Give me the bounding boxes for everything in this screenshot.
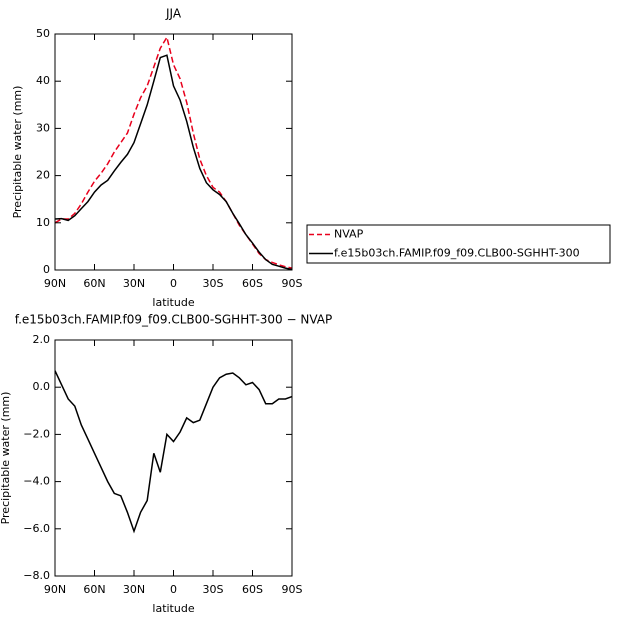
x-tick-label: 90N: [44, 583, 66, 596]
chart-title: JJA: [165, 7, 182, 21]
x-tick-label: 60N: [83, 583, 105, 596]
x-tick-label: 60S: [242, 277, 263, 290]
y-tick-label: 40: [36, 74, 50, 87]
y-tick-label: −6.0: [23, 522, 50, 535]
x-tick-label: 90S: [282, 277, 303, 290]
data-line: [54, 35, 293, 269]
y-tick-label: 30: [36, 121, 50, 134]
x-tick-label: 0: [170, 583, 177, 596]
x-axis-label: latitude: [152, 296, 194, 309]
x-tick-label: 60N: [83, 277, 105, 290]
y-tick-label: 0: [43, 263, 50, 276]
y-tick-label: −4.0: [23, 475, 50, 488]
x-axis-label: latitude: [152, 602, 194, 615]
x-tick-label: 30N: [123, 583, 145, 596]
data-line: [54, 54, 293, 271]
y-tick-label: 0.0: [33, 380, 51, 393]
y-axis-label: Precipitable water (mm): [11, 86, 24, 219]
legend-box: [306, 224, 611, 264]
x-tick-label: 60S: [242, 583, 263, 596]
chart-title: f.e15b03ch.FAMIP.f09_f09.CLB00-SGHHT-300…: [15, 313, 332, 327]
y-tick-label: 2.0: [33, 333, 51, 346]
data-line: [54, 370, 293, 534]
x-tick-label: 30N: [123, 277, 145, 290]
y-tick-label: 10: [36, 216, 50, 229]
x-tick-label: 90N: [44, 277, 66, 290]
x-tick-label: 30S: [203, 583, 224, 596]
y-tick-label: −2.0: [23, 427, 50, 440]
y-tick-label: −8.0: [23, 569, 50, 582]
plot-frame: [54, 339, 293, 577]
plot-frame: [54, 33, 293, 271]
x-tick-label: 90S: [282, 583, 303, 596]
y-tick-label: 20: [36, 169, 50, 182]
legend-label: NVAP: [334, 228, 364, 241]
x-tick-label: 30S: [203, 277, 224, 290]
legend-label: f.e15b03ch.FAMIP.f09_f09.CLB00-SGHHT-300: [334, 247, 580, 260]
y-axis-label: Precipitable water (mm): [0, 392, 12, 525]
x-tick-label: 0: [170, 277, 177, 290]
y-tick-label: 50: [36, 27, 50, 40]
